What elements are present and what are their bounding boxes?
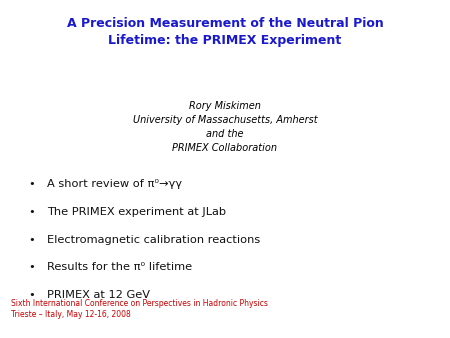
Text: •: • [28,290,35,300]
Text: •: • [28,262,35,272]
Text: Rory Miskimen
University of Massachusetts, Amherst
and the
PRIMEX Collaboration: Rory Miskimen University of Massachusett… [133,101,317,153]
Text: •: • [28,207,35,217]
Text: •: • [28,235,35,245]
Text: A short review of π⁰→γγ: A short review of π⁰→γγ [47,179,182,189]
Text: Electromagnetic calibration reactions: Electromagnetic calibration reactions [47,235,261,245]
Text: •: • [28,179,35,189]
Text: Results for the π⁰ lifetime: Results for the π⁰ lifetime [47,262,193,272]
Text: PRIMEX at 12 GeV: PRIMEX at 12 GeV [47,290,150,300]
Text: Sixth International Conference on Perspectives in Hadronic Physics
Trieste – Ita: Sixth International Conference on Perspe… [11,298,268,319]
Text: The PRIMEX experiment at JLab: The PRIMEX experiment at JLab [47,207,226,217]
Text: A Precision Measurement of the Neutral Pion
Lifetime: the PRIMEX Experiment: A Precision Measurement of the Neutral P… [67,17,383,47]
